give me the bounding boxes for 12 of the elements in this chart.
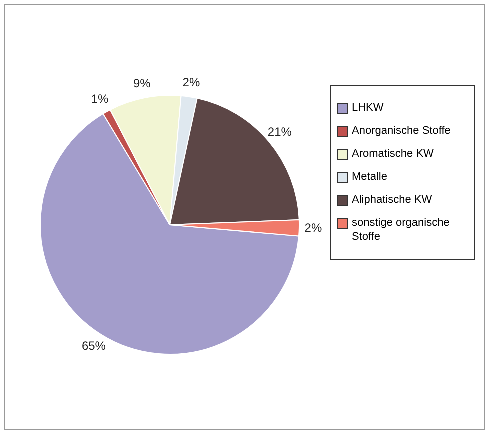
legend-label: sonstige organische Stoffe [352, 216, 451, 244]
data-label: 2% [182, 75, 200, 90]
data-label: 1% [91, 92, 109, 106]
data-label: 2% [304, 220, 322, 235]
legend-label: LHKW [352, 101, 385, 115]
data-label: 9% [133, 76, 152, 91]
legend-label: Aliphatische KW [352, 193, 434, 207]
legend-label: Aromatische KW [352, 147, 435, 161]
data-label: 21% [268, 125, 292, 140]
legend-label: Metalle [352, 170, 388, 184]
legend-label: Anorganische Stoffe [352, 124, 452, 138]
data-label: 65% [82, 339, 106, 354]
